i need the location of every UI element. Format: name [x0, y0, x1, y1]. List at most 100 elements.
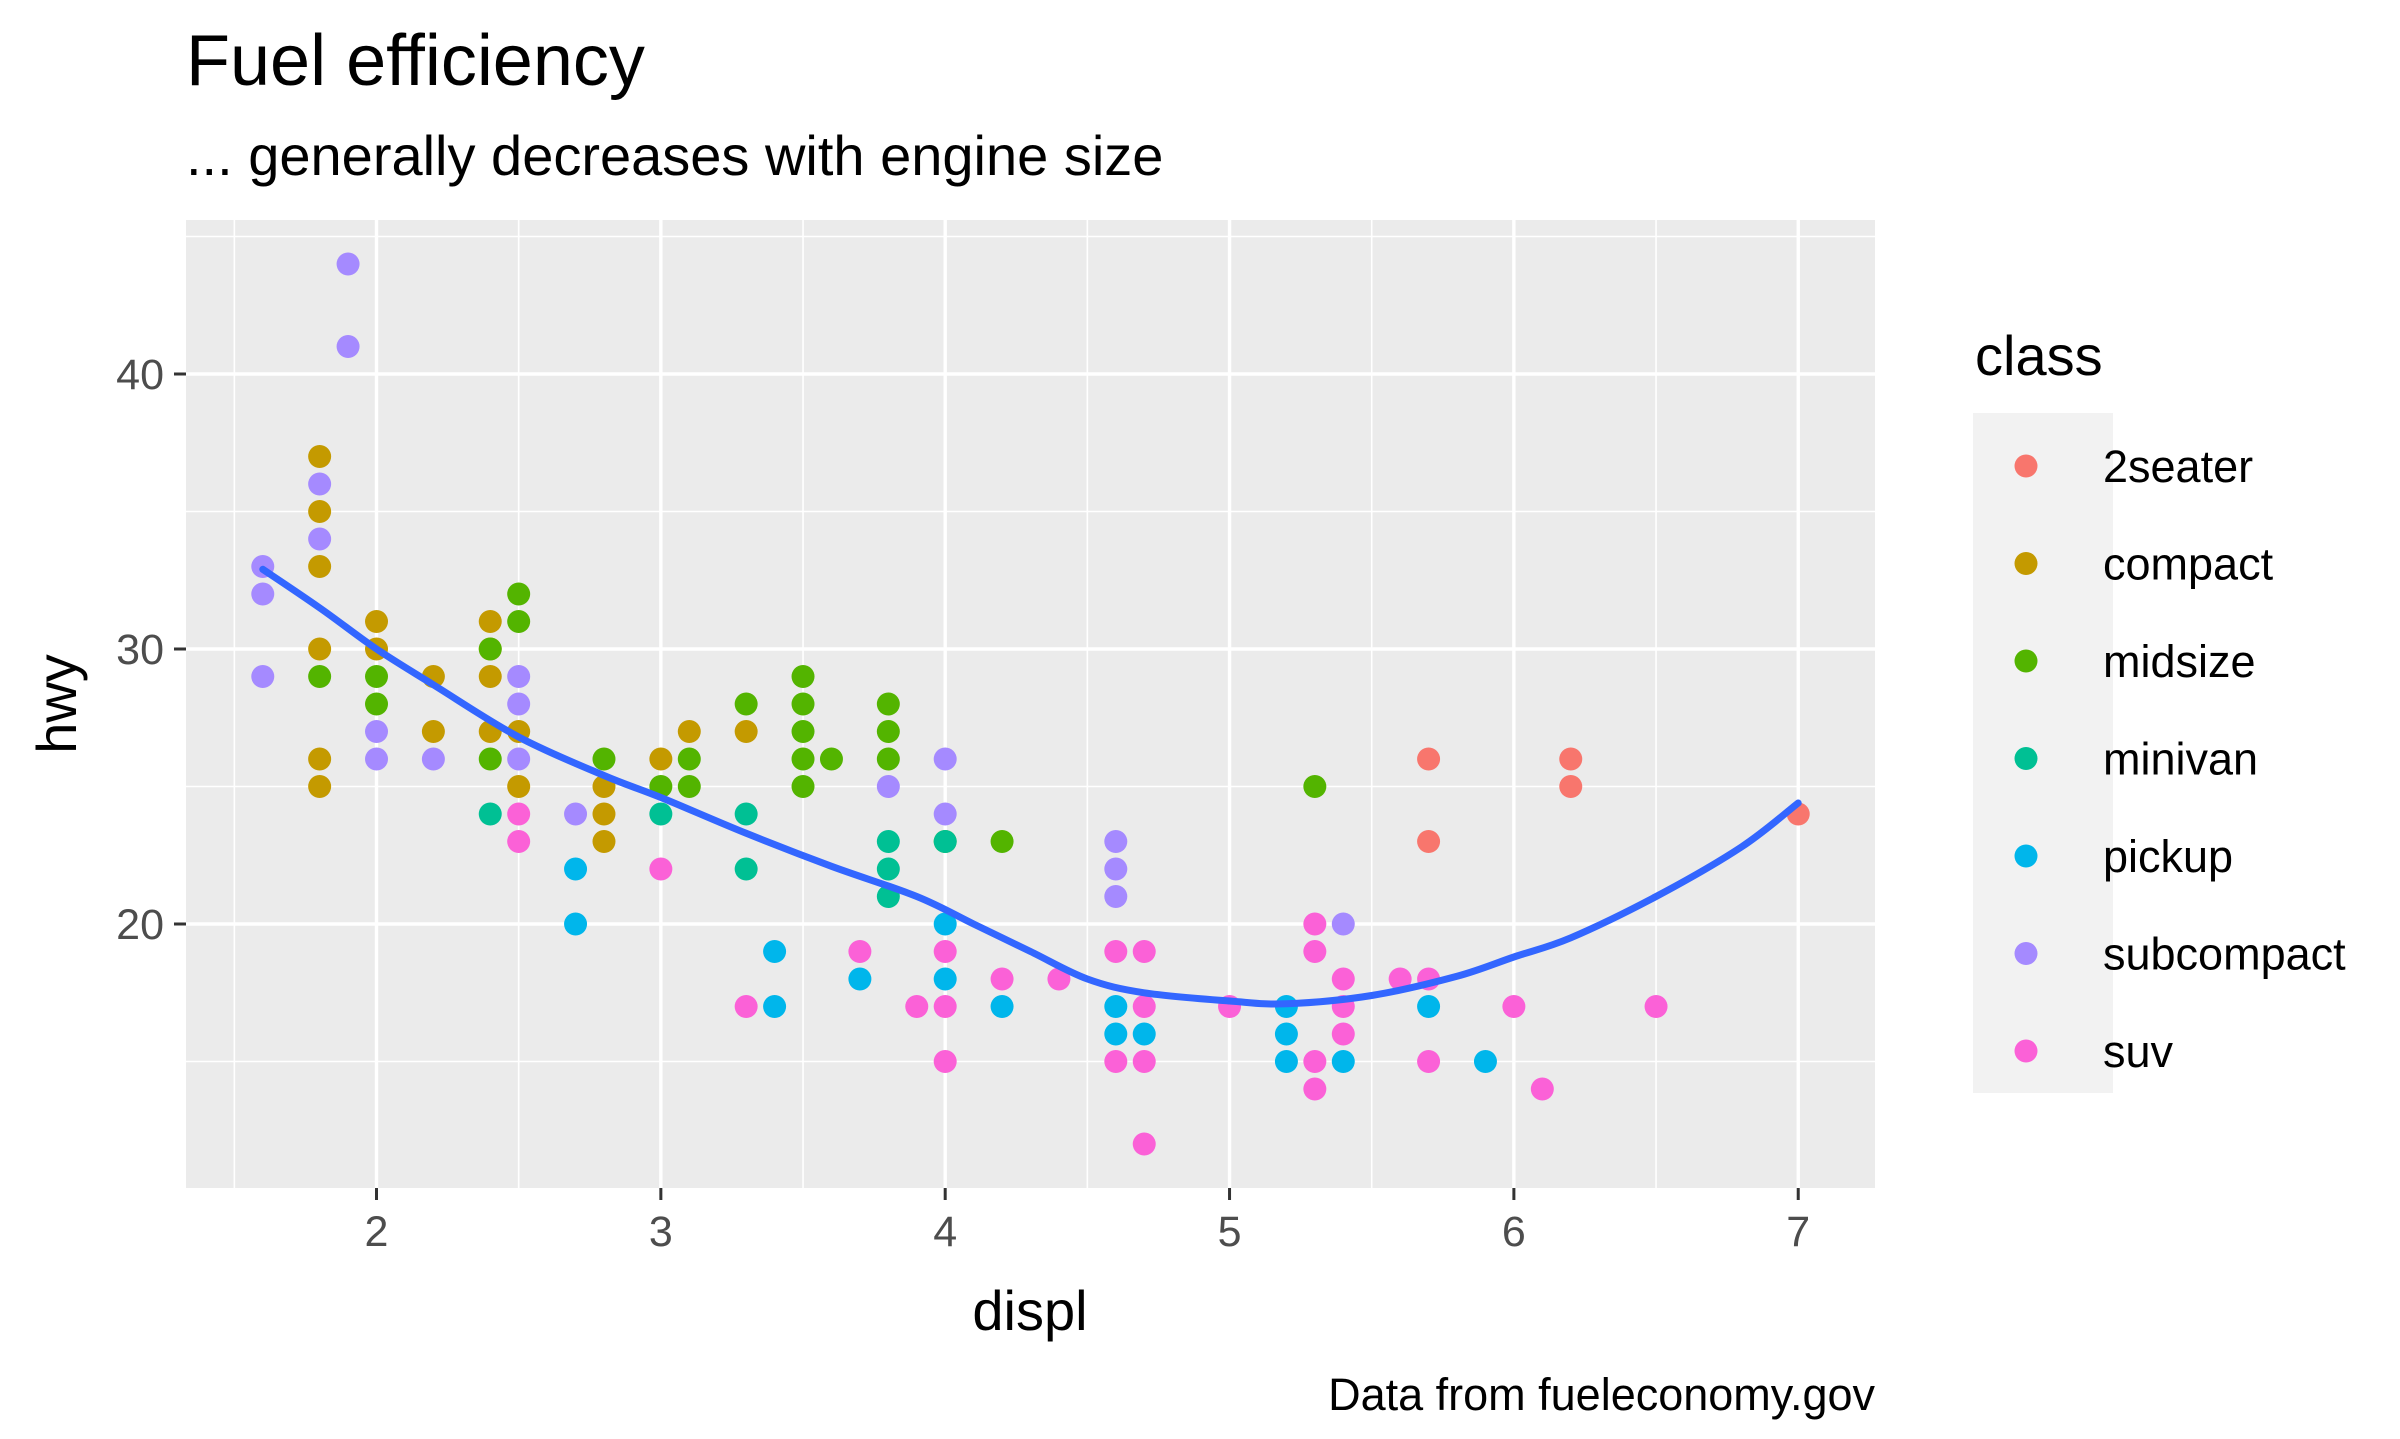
point-compact — [308, 637, 332, 661]
point-suv — [1132, 1132, 1156, 1156]
point-compact — [592, 830, 616, 853]
point-subcompact — [507, 665, 531, 688]
point-midsize — [592, 747, 616, 771]
point-midsize — [478, 637, 502, 661]
point-midsize — [876, 692, 900, 716]
point-compact — [365, 610, 389, 633]
point-minivan — [734, 802, 758, 826]
point-suv — [848, 940, 872, 963]
point-subcompact — [336, 335, 360, 358]
x-tick-label: 6 — [1502, 1208, 1526, 1256]
chart-caption: Data from fueleconomy.gov — [1328, 1369, 1875, 1420]
point-compact — [308, 500, 332, 523]
point-2seater — [1559, 747, 1583, 771]
point-pickup — [763, 995, 787, 1018]
point-midsize — [791, 692, 815, 716]
point-subcompact — [564, 802, 588, 826]
legend-key-suv — [2014, 1039, 2038, 1063]
legend-title: class — [1975, 324, 2103, 387]
point-subcompact — [365, 747, 389, 771]
point-suv — [933, 1050, 957, 1073]
point-subcompact — [933, 802, 957, 826]
point-subcompact — [308, 527, 332, 551]
point-midsize — [365, 692, 389, 716]
point-midsize — [1303, 775, 1327, 798]
point-suv — [933, 940, 957, 963]
point-compact — [649, 747, 673, 771]
point-suv — [1047, 967, 1071, 991]
x-tick-label: 3 — [649, 1208, 673, 1256]
point-minivan — [734, 857, 758, 881]
point-pickup — [1331, 1050, 1355, 1073]
point-midsize — [990, 830, 1014, 853]
chart-subtitle: ... generally decreases with engine size — [186, 124, 1163, 187]
chart-title: Fuel efficiency — [186, 21, 645, 101]
point-subcompact — [1104, 830, 1128, 853]
point-midsize — [677, 775, 701, 798]
point-minivan — [876, 830, 900, 853]
point-pickup — [564, 912, 588, 936]
point-pickup — [1473, 1050, 1497, 1073]
x-axis-label: displ — [972, 1279, 1087, 1342]
legend-label-suv: suv — [2103, 1026, 2174, 1077]
point-midsize — [876, 720, 900, 743]
point-midsize — [507, 610, 531, 633]
point-compact — [734, 720, 758, 743]
point-suv — [1104, 940, 1128, 963]
point-subcompact — [308, 472, 332, 496]
legend-label-2seater: 2seater — [2103, 441, 2253, 492]
legend-label-midsize: midsize — [2103, 636, 2256, 687]
point-suv — [1132, 1050, 1156, 1073]
point-suv — [1303, 912, 1327, 936]
plot-panel — [186, 220, 1875, 1188]
point-pickup — [1104, 1022, 1128, 1046]
grid-minor — [186, 220, 1875, 1188]
point-subcompact — [876, 775, 900, 798]
point-pickup — [1132, 1022, 1156, 1046]
point-midsize — [791, 665, 815, 688]
point-suv — [1303, 1077, 1327, 1101]
point-pickup — [990, 995, 1014, 1018]
point-subcompact — [507, 692, 531, 716]
point-suv — [649, 857, 673, 881]
point-compact — [308, 747, 332, 771]
point-pickup — [1274, 1050, 1298, 1073]
point-subcompact — [251, 665, 275, 688]
y-axis-label: hwy — [25, 654, 88, 754]
point-suv — [1331, 1022, 1355, 1046]
point-compact — [507, 775, 531, 798]
point-suv — [1303, 1050, 1327, 1073]
point-suv — [1388, 967, 1412, 991]
point-pickup — [848, 967, 872, 991]
point-midsize — [677, 747, 701, 771]
point-minivan — [478, 802, 502, 826]
y-tick-label: 30 — [116, 626, 164, 674]
point-subcompact — [1104, 885, 1128, 908]
y-tick-label: 40 — [116, 351, 164, 399]
legend-key-midsize — [2014, 649, 2038, 673]
point-minivan — [649, 802, 673, 826]
point-compact — [478, 610, 502, 633]
point-2seater — [1417, 747, 1441, 771]
point-pickup — [933, 912, 957, 936]
point-suv — [507, 802, 531, 826]
legend-key-subcompact — [2014, 942, 2038, 965]
point-subcompact — [933, 747, 957, 771]
axis-ticks — [174, 372, 1800, 1200]
point-subcompact — [336, 252, 360, 276]
point-compact — [592, 802, 616, 826]
y-tick-label: 20 — [116, 901, 164, 949]
legend-key-2seater — [2014, 454, 2038, 478]
point-2seater — [1417, 830, 1441, 853]
legend-label-minivan: minivan — [2103, 734, 2258, 785]
point-minivan — [876, 857, 900, 881]
point-midsize — [876, 747, 900, 771]
point-suv — [990, 967, 1014, 991]
point-suv — [1132, 995, 1156, 1018]
smooth-trend-line — [259, 565, 1802, 1008]
x-tick-label: 4 — [933, 1208, 957, 1256]
point-midsize — [507, 582, 531, 606]
point-midsize — [791, 720, 815, 743]
x-tick-label: 2 — [365, 1208, 389, 1256]
